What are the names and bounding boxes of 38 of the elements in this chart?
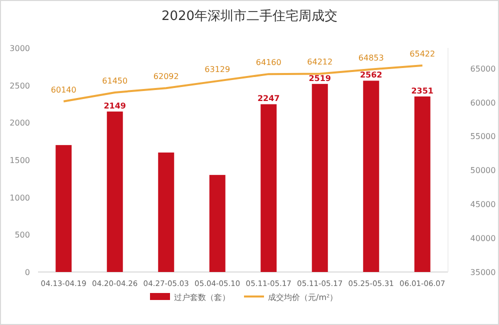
y2-tick-label: 60000 — [470, 98, 496, 108]
chart-title: 2020年深圳市二手住宅周成交 — [161, 8, 338, 24]
data-label: 63129 — [204, 65, 230, 74]
bar — [363, 80, 380, 272]
data-label: 64212 — [307, 58, 333, 67]
data-label: 64160 — [256, 58, 282, 68]
data-label: 2519 — [308, 74, 332, 83]
data-label: 2562 — [360, 70, 382, 80]
y2-tick-label: 45000 — [470, 200, 496, 210]
y2-tick-label: 55000 — [470, 132, 496, 142]
y-tick-label: 0 — [24, 268, 30, 277]
bar — [209, 174, 226, 272]
data-label: 2149 — [104, 102, 126, 111]
y2-tick-label: 35000 — [470, 268, 496, 277]
bar — [106, 112, 123, 272]
y-tick-label: 500 — [14, 230, 30, 240]
y-tick-label: 2000 — [10, 118, 30, 128]
data-label: 2351 — [411, 86, 434, 96]
y-tick-label: 3000 — [10, 44, 30, 53]
data-label: 62092 — [153, 72, 179, 82]
legend-label: 过户套数（套） — [174, 293, 230, 302]
data-label: 60140 — [50, 85, 76, 94]
data-label: 2247 — [257, 94, 280, 104]
legend-label: 成交均价（元/m²） — [268, 293, 338, 302]
bar — [260, 104, 277, 272]
y-tick-label: 1500 — [10, 156, 30, 165]
y2-tick-label: 40000 — [470, 234, 496, 244]
data-label: 65422 — [410, 50, 436, 58]
y-tick-label: 1000 — [10, 193, 30, 202]
bar — [414, 96, 430, 272]
y-tick-label: 2500 — [10, 81, 30, 90]
y2-tick-label: 65000 — [470, 64, 496, 74]
data-label: 64853 — [358, 53, 384, 62]
bar — [158, 152, 174, 272]
bar — [56, 145, 72, 272]
data-label: 61450 — [102, 76, 128, 86]
bar — [312, 84, 328, 272]
y2-tick-label: 50000 — [470, 166, 496, 176]
